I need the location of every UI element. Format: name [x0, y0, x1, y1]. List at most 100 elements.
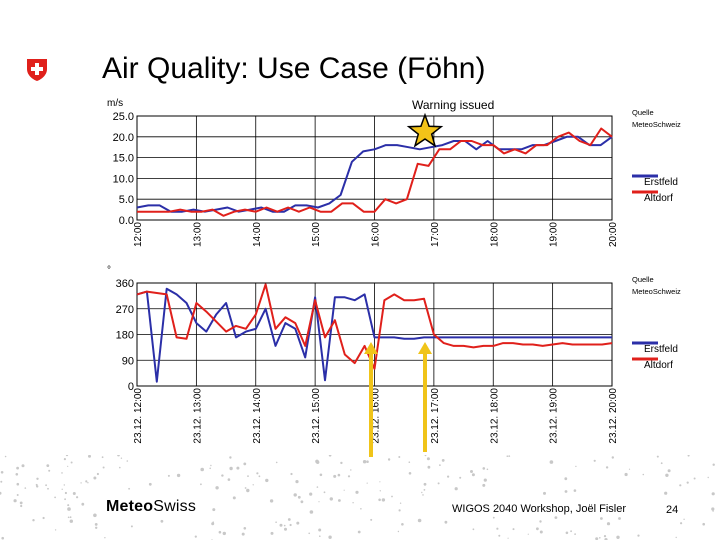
x-tick-label: 23.12. 17:00	[430, 388, 441, 444]
decor-dot	[398, 456, 401, 458]
decor-dot	[258, 475, 261, 478]
y-tick-label: 20.0	[113, 132, 134, 144]
x-tick-label: 23.12. 14:00	[252, 388, 263, 444]
decor-dot	[4, 455, 7, 458]
decor-dot	[329, 497, 333, 501]
decor-dot	[308, 532, 311, 535]
decor-dot	[96, 472, 99, 476]
y-tick-label: 10.0	[113, 173, 134, 185]
decor-dot	[441, 459, 445, 462]
decor-dot	[366, 482, 368, 484]
decor-dot	[319, 473, 323, 477]
decor-dot	[338, 499, 341, 502]
decor-dot	[215, 486, 219, 490]
decor-dot	[423, 489, 426, 491]
decor-dot	[212, 508, 216, 512]
decor-dot	[293, 493, 297, 497]
decor-dot	[309, 510, 314, 514]
decor-dot	[378, 498, 381, 502]
decor-dot	[599, 537, 601, 539]
y-tick-label: 0	[128, 381, 134, 393]
decor-dot	[256, 472, 259, 475]
decor-dot	[611, 456, 614, 459]
decor-dot	[574, 533, 576, 535]
decor-dot	[536, 527, 539, 531]
decor-dot	[295, 480, 299, 484]
decor-dot	[426, 457, 430, 461]
decor-dot	[67, 504, 70, 507]
decor-dot	[319, 535, 321, 537]
y-tick-label: 5.0	[119, 194, 134, 206]
decor-dot	[119, 466, 121, 469]
decor-dot	[693, 477, 696, 480]
decor-dot	[61, 472, 63, 474]
y-tick-label: 15.0	[113, 153, 134, 165]
decor-dot	[284, 527, 287, 531]
decor-dot	[379, 490, 381, 492]
decor-dot	[232, 496, 236, 500]
decor-dot	[665, 473, 669, 477]
decor-dot	[508, 455, 511, 457]
decor-dot	[595, 537, 599, 540]
decor-dot	[94, 523, 98, 526]
source-label: Quelle	[632, 275, 654, 284]
decor-dot	[290, 472, 293, 476]
decor-dot	[664, 491, 668, 495]
decor-dot	[64, 498, 66, 501]
decor-dot	[265, 478, 269, 483]
decor-dot	[221, 474, 224, 477]
decor-dot	[275, 461, 278, 464]
decor-dot	[20, 504, 23, 508]
decor-dot	[570, 530, 572, 533]
decor-dot	[65, 455, 69, 457]
footer-text: WIGOS 2040 Workshop, Joël Fisler	[452, 503, 627, 515]
decor-dot	[360, 508, 362, 510]
decor-dot	[427, 465, 431, 469]
decor-dot	[19, 501, 23, 505]
arrow-altdorf-icon-head	[418, 342, 432, 354]
source-label: Quelle	[632, 108, 654, 117]
x-tick-label: 15:00	[311, 222, 322, 247]
decor-dot	[316, 486, 319, 488]
meteoswiss-logo: MeteoSwiss	[106, 498, 197, 515]
decor-dot	[564, 490, 568, 493]
x-tick-label: 13:00	[192, 222, 203, 247]
y-tick-label: 360	[116, 278, 134, 290]
decor-dot	[357, 530, 361, 534]
decor-dot	[200, 467, 204, 472]
decor-dot	[275, 521, 277, 523]
decor-dot	[417, 518, 422, 523]
decor-dot	[194, 535, 197, 538]
decor-dot	[447, 475, 450, 478]
decor-dot	[88, 455, 91, 458]
swiss-cross-logo	[27, 59, 47, 81]
decor-dot	[470, 470, 473, 473]
decor-dot	[0, 491, 2, 495]
decor-dot	[421, 491, 423, 494]
decor-dot	[211, 522, 215, 526]
y-tick-label: 25.0	[113, 111, 134, 123]
decor-dot	[176, 473, 181, 478]
decor-dot	[660, 462, 663, 465]
decor-dot	[616, 535, 620, 539]
decor-dot	[102, 466, 105, 469]
wind-speed-chart: 0.0 5.0 10.0 15.0 20.0 25.0 12:00 13:00 14:00 15:…	[107, 98, 681, 247]
x-tick-label: 23.12. 20:00	[608, 388, 619, 444]
decor-dot	[618, 517, 621, 520]
decor-dot	[222, 531, 226, 536]
warning-star-icon	[406, 112, 444, 148]
decor-dot	[340, 461, 343, 465]
decor-dot	[35, 483, 38, 486]
decor-dot	[297, 495, 301, 499]
decor-dot	[355, 490, 359, 494]
decor-dot	[539, 530, 543, 534]
decor-dot	[252, 484, 254, 486]
x-tick-label: 23.12. 15:00	[311, 388, 322, 444]
decor-dot	[471, 473, 475, 477]
decor-dot	[72, 492, 76, 495]
decor-dot	[628, 468, 631, 470]
decor-dot	[506, 455, 509, 457]
x-tick-label: 16:00	[371, 222, 382, 247]
annotations: Warning issued	[364, 98, 494, 457]
decor-dot	[229, 466, 233, 471]
